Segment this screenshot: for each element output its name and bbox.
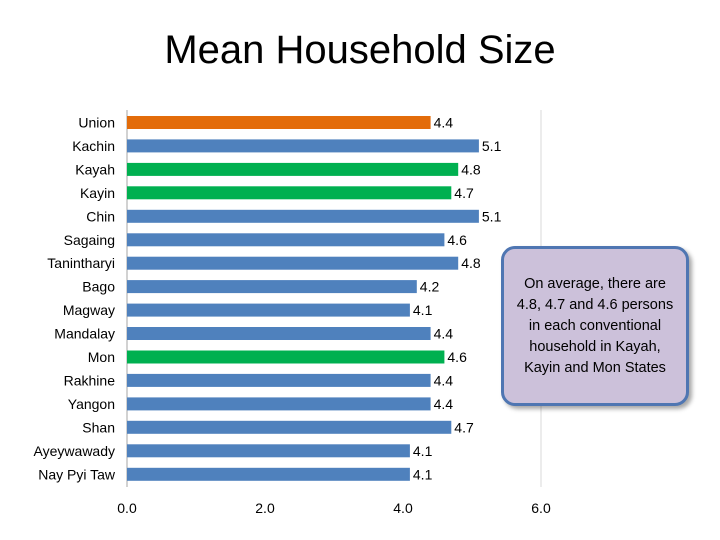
bar-series xyxy=(127,116,479,481)
bar-rakhine xyxy=(127,373,431,387)
category-label: Rakhine xyxy=(64,372,116,388)
bar-mandalay xyxy=(127,327,431,340)
category-label: Kayah xyxy=(75,161,115,177)
category-label: Yangon xyxy=(68,396,115,412)
x-tick-label: 4.0 xyxy=(393,500,413,516)
bar-sagaing xyxy=(127,233,445,247)
bar-mon xyxy=(127,350,445,364)
data-label: 5.1 xyxy=(482,138,502,154)
category-label: Shan xyxy=(82,419,115,435)
category-label: Mandalay xyxy=(54,326,115,342)
category-label: Bago xyxy=(82,279,115,295)
bar-yangon xyxy=(127,397,431,411)
data-label: 4.8 xyxy=(461,255,481,271)
bar-magway xyxy=(127,303,410,317)
bar-kayah xyxy=(127,162,459,176)
data-label: 4.2 xyxy=(420,279,440,295)
category-label: Sagaing xyxy=(64,232,115,248)
bar-union xyxy=(127,116,431,129)
data-label: 4.8 xyxy=(461,161,481,177)
x-tick-label: 2.0 xyxy=(255,500,275,516)
data-label: 4.4 xyxy=(434,326,454,342)
data-label: 4.4 xyxy=(434,372,454,388)
data-label: 4.6 xyxy=(447,232,467,248)
bar-nay-pyi-taw xyxy=(127,467,410,481)
bar-kayin xyxy=(127,186,452,200)
category-label: Kachin xyxy=(72,138,115,154)
value-axis-ticks: 0.0 2.0 4.0 6.0 xyxy=(117,500,551,516)
category-label: Mon xyxy=(88,349,115,365)
bar-tanintharyi xyxy=(127,256,459,270)
annotation-callout: On average, there are 4.8, 4.7 and 4.6 p… xyxy=(501,246,689,406)
x-tick-label: 6.0 xyxy=(531,500,551,516)
data-label: 4.6 xyxy=(447,349,467,365)
bar-shan xyxy=(127,420,452,434)
data-label: 4.1 xyxy=(413,302,433,318)
category-label: Ayeywawady xyxy=(34,443,115,459)
data-labels: 4.45.14.84.75.14.64.84.24.14.44.64.44.44… xyxy=(413,115,502,483)
data-label: 4.4 xyxy=(434,115,454,131)
category-label: Magway xyxy=(63,302,115,318)
bar-bago xyxy=(127,280,417,294)
data-label: 4.1 xyxy=(413,443,433,459)
bar-chin xyxy=(127,209,479,223)
annotation-text: On average, there are 4.8, 4.7 and 4.6 p… xyxy=(516,275,674,376)
category-label: Tanintharyi xyxy=(47,255,115,271)
category-label: Nay Pyi Taw xyxy=(38,466,116,482)
data-label: 4.1 xyxy=(413,466,433,482)
category-label: Chin xyxy=(86,208,115,224)
data-label: 4.7 xyxy=(454,185,474,201)
x-tick-label: 0.0 xyxy=(117,500,137,516)
category-axis-labels: Union Kachin Kayah Kayin Chin Sagaing Tanintha… xyxy=(34,115,116,483)
chart-title: Mean Household Size xyxy=(164,28,556,72)
bar-kachin xyxy=(127,139,479,153)
category-label: Union xyxy=(78,115,115,131)
data-label: 4.4 xyxy=(434,396,454,412)
bar-ayeywawady xyxy=(127,444,410,458)
data-label: 5.1 xyxy=(482,208,502,224)
data-label: 4.7 xyxy=(454,419,474,435)
category-label: Kayin xyxy=(80,185,115,201)
